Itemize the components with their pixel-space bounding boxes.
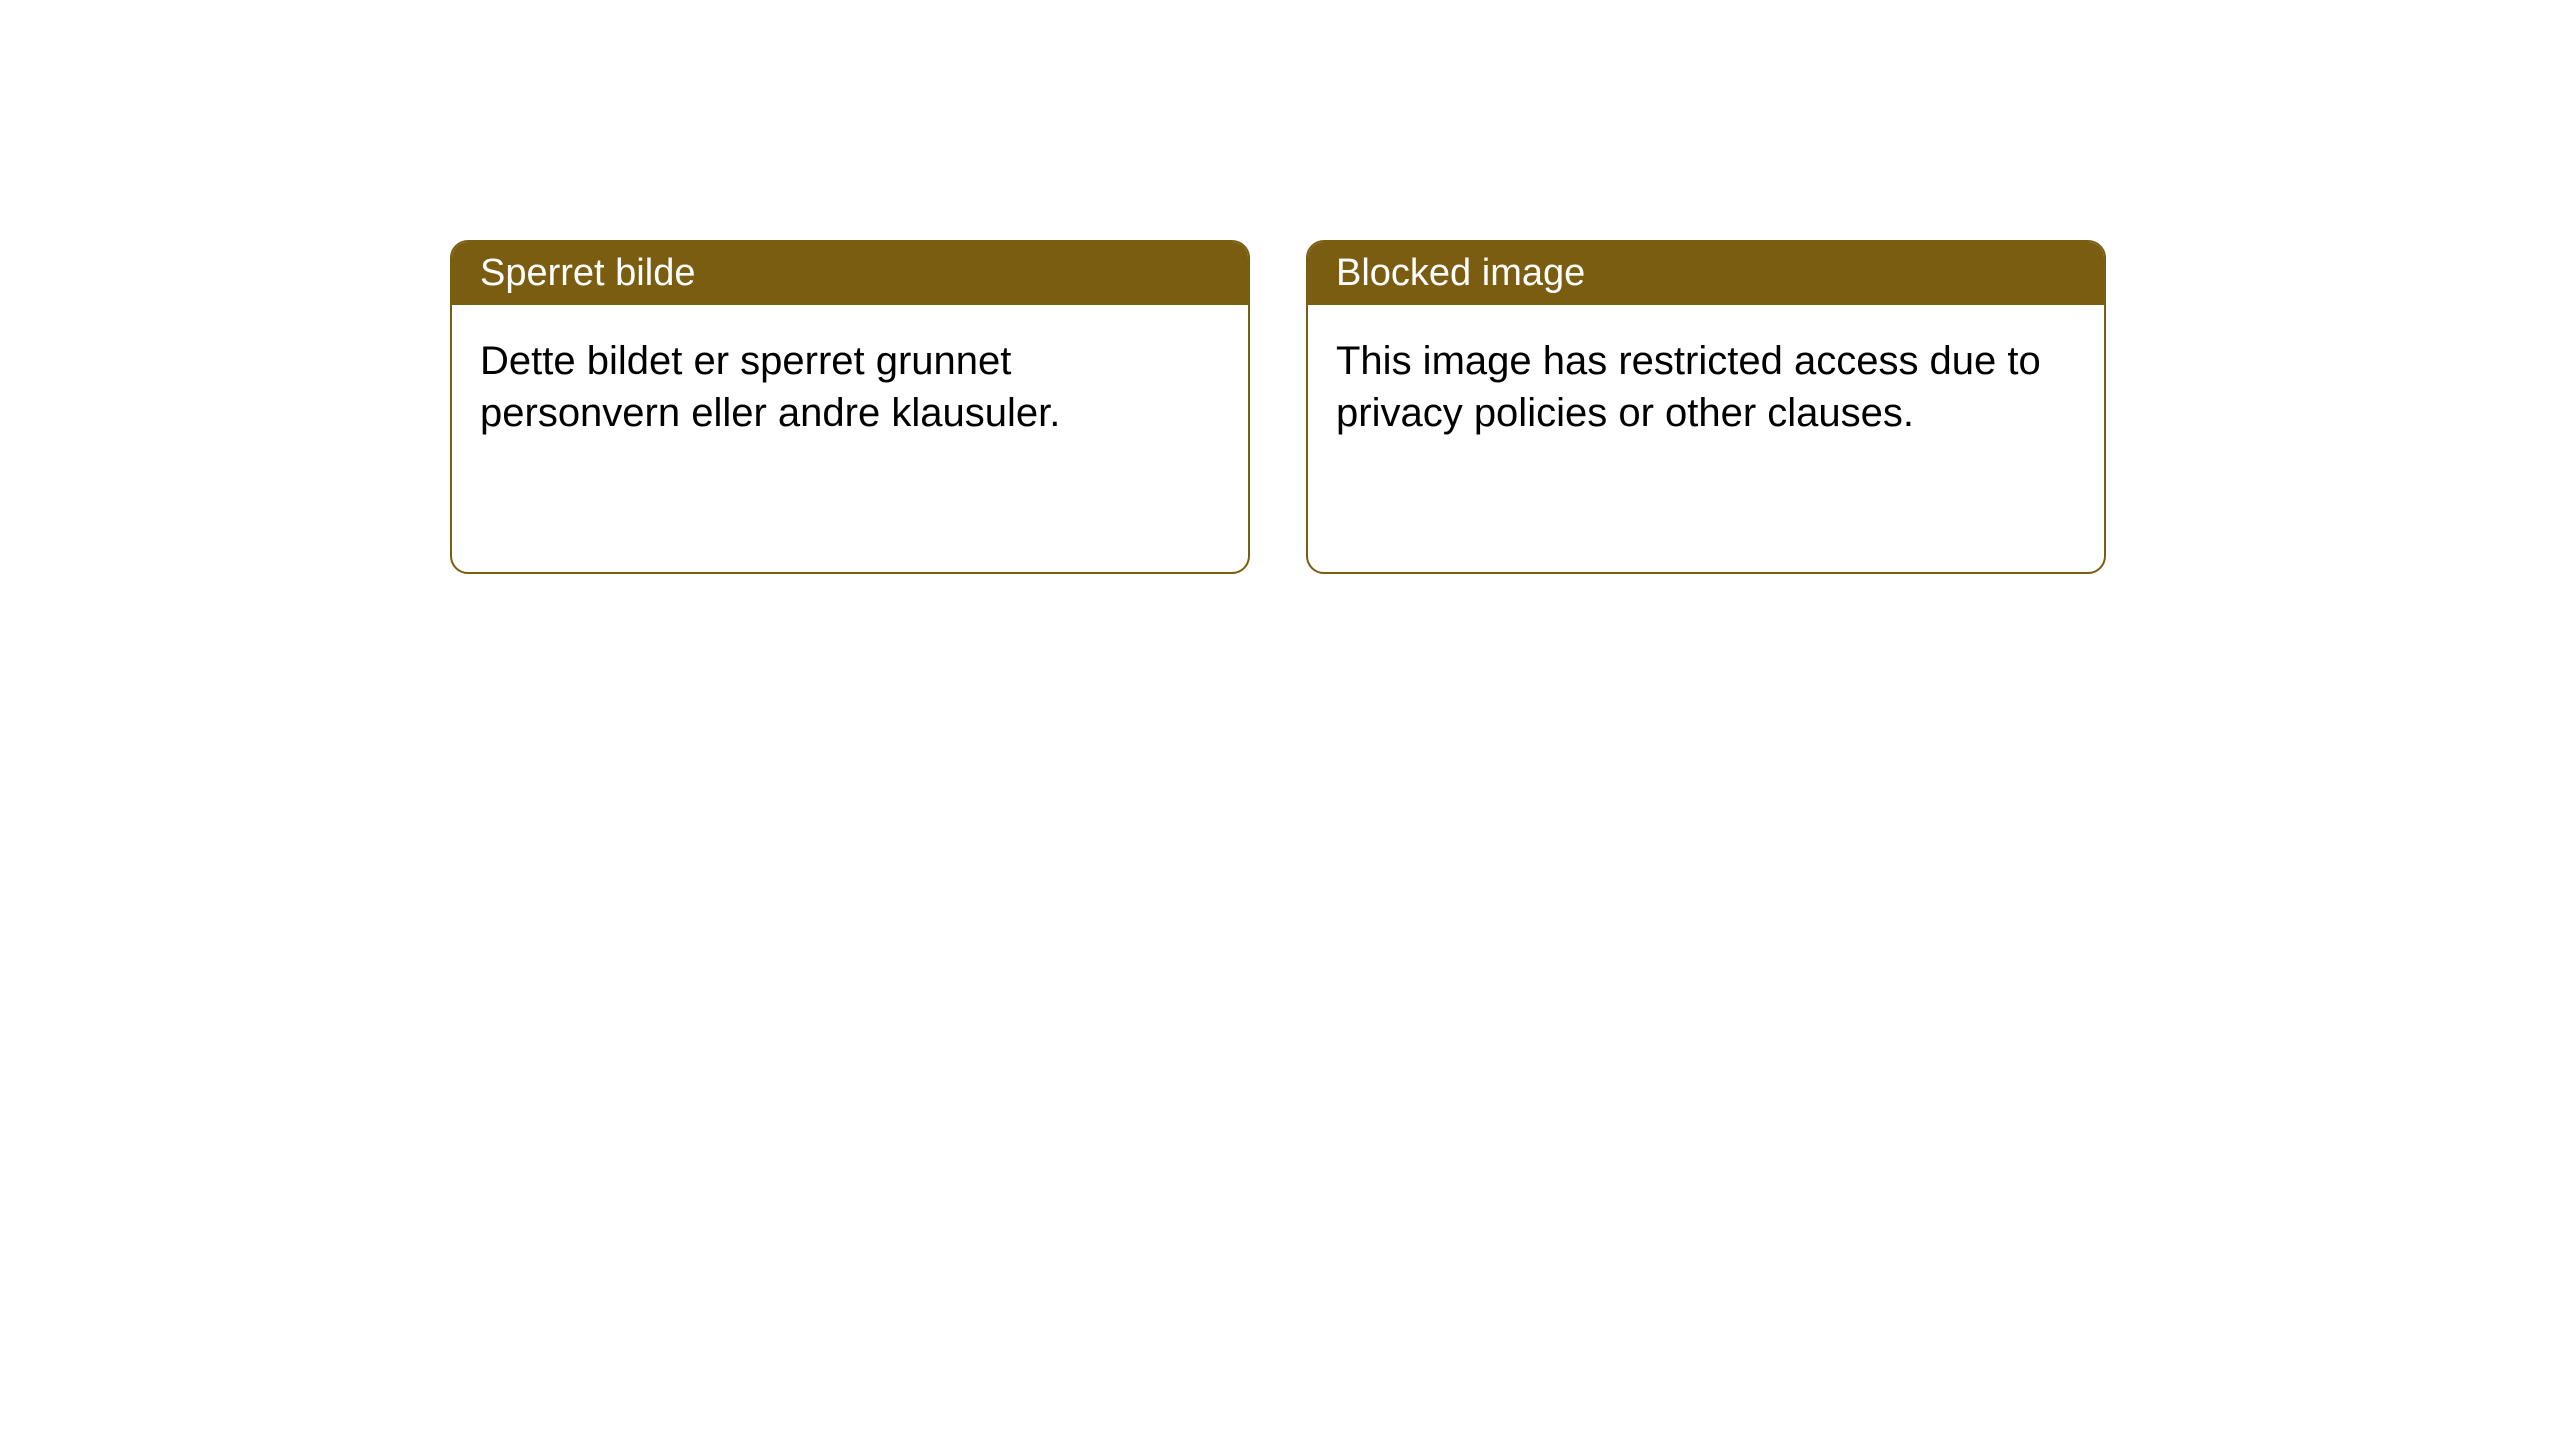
notice-card-english: Blocked image This image has restricted …	[1306, 240, 2106, 574]
notice-card-norwegian: Sperret bilde Dette bildet er sperret gr…	[450, 240, 1250, 574]
notice-body: This image has restricted access due to …	[1308, 305, 2104, 469]
notice-header: Sperret bilde	[452, 242, 1248, 305]
notice-container: Sperret bilde Dette bildet er sperret gr…	[0, 0, 2560, 574]
notice-header: Blocked image	[1308, 242, 2104, 305]
notice-body: Dette bildet er sperret grunnet personve…	[452, 305, 1248, 469]
